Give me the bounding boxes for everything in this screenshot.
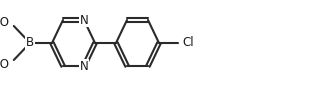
Text: N: N <box>80 14 88 26</box>
Text: Cl: Cl <box>182 36 194 50</box>
Text: HO: HO <box>0 58 10 71</box>
Text: N: N <box>80 60 88 72</box>
Text: B: B <box>26 36 34 50</box>
Text: HO: HO <box>0 15 10 28</box>
